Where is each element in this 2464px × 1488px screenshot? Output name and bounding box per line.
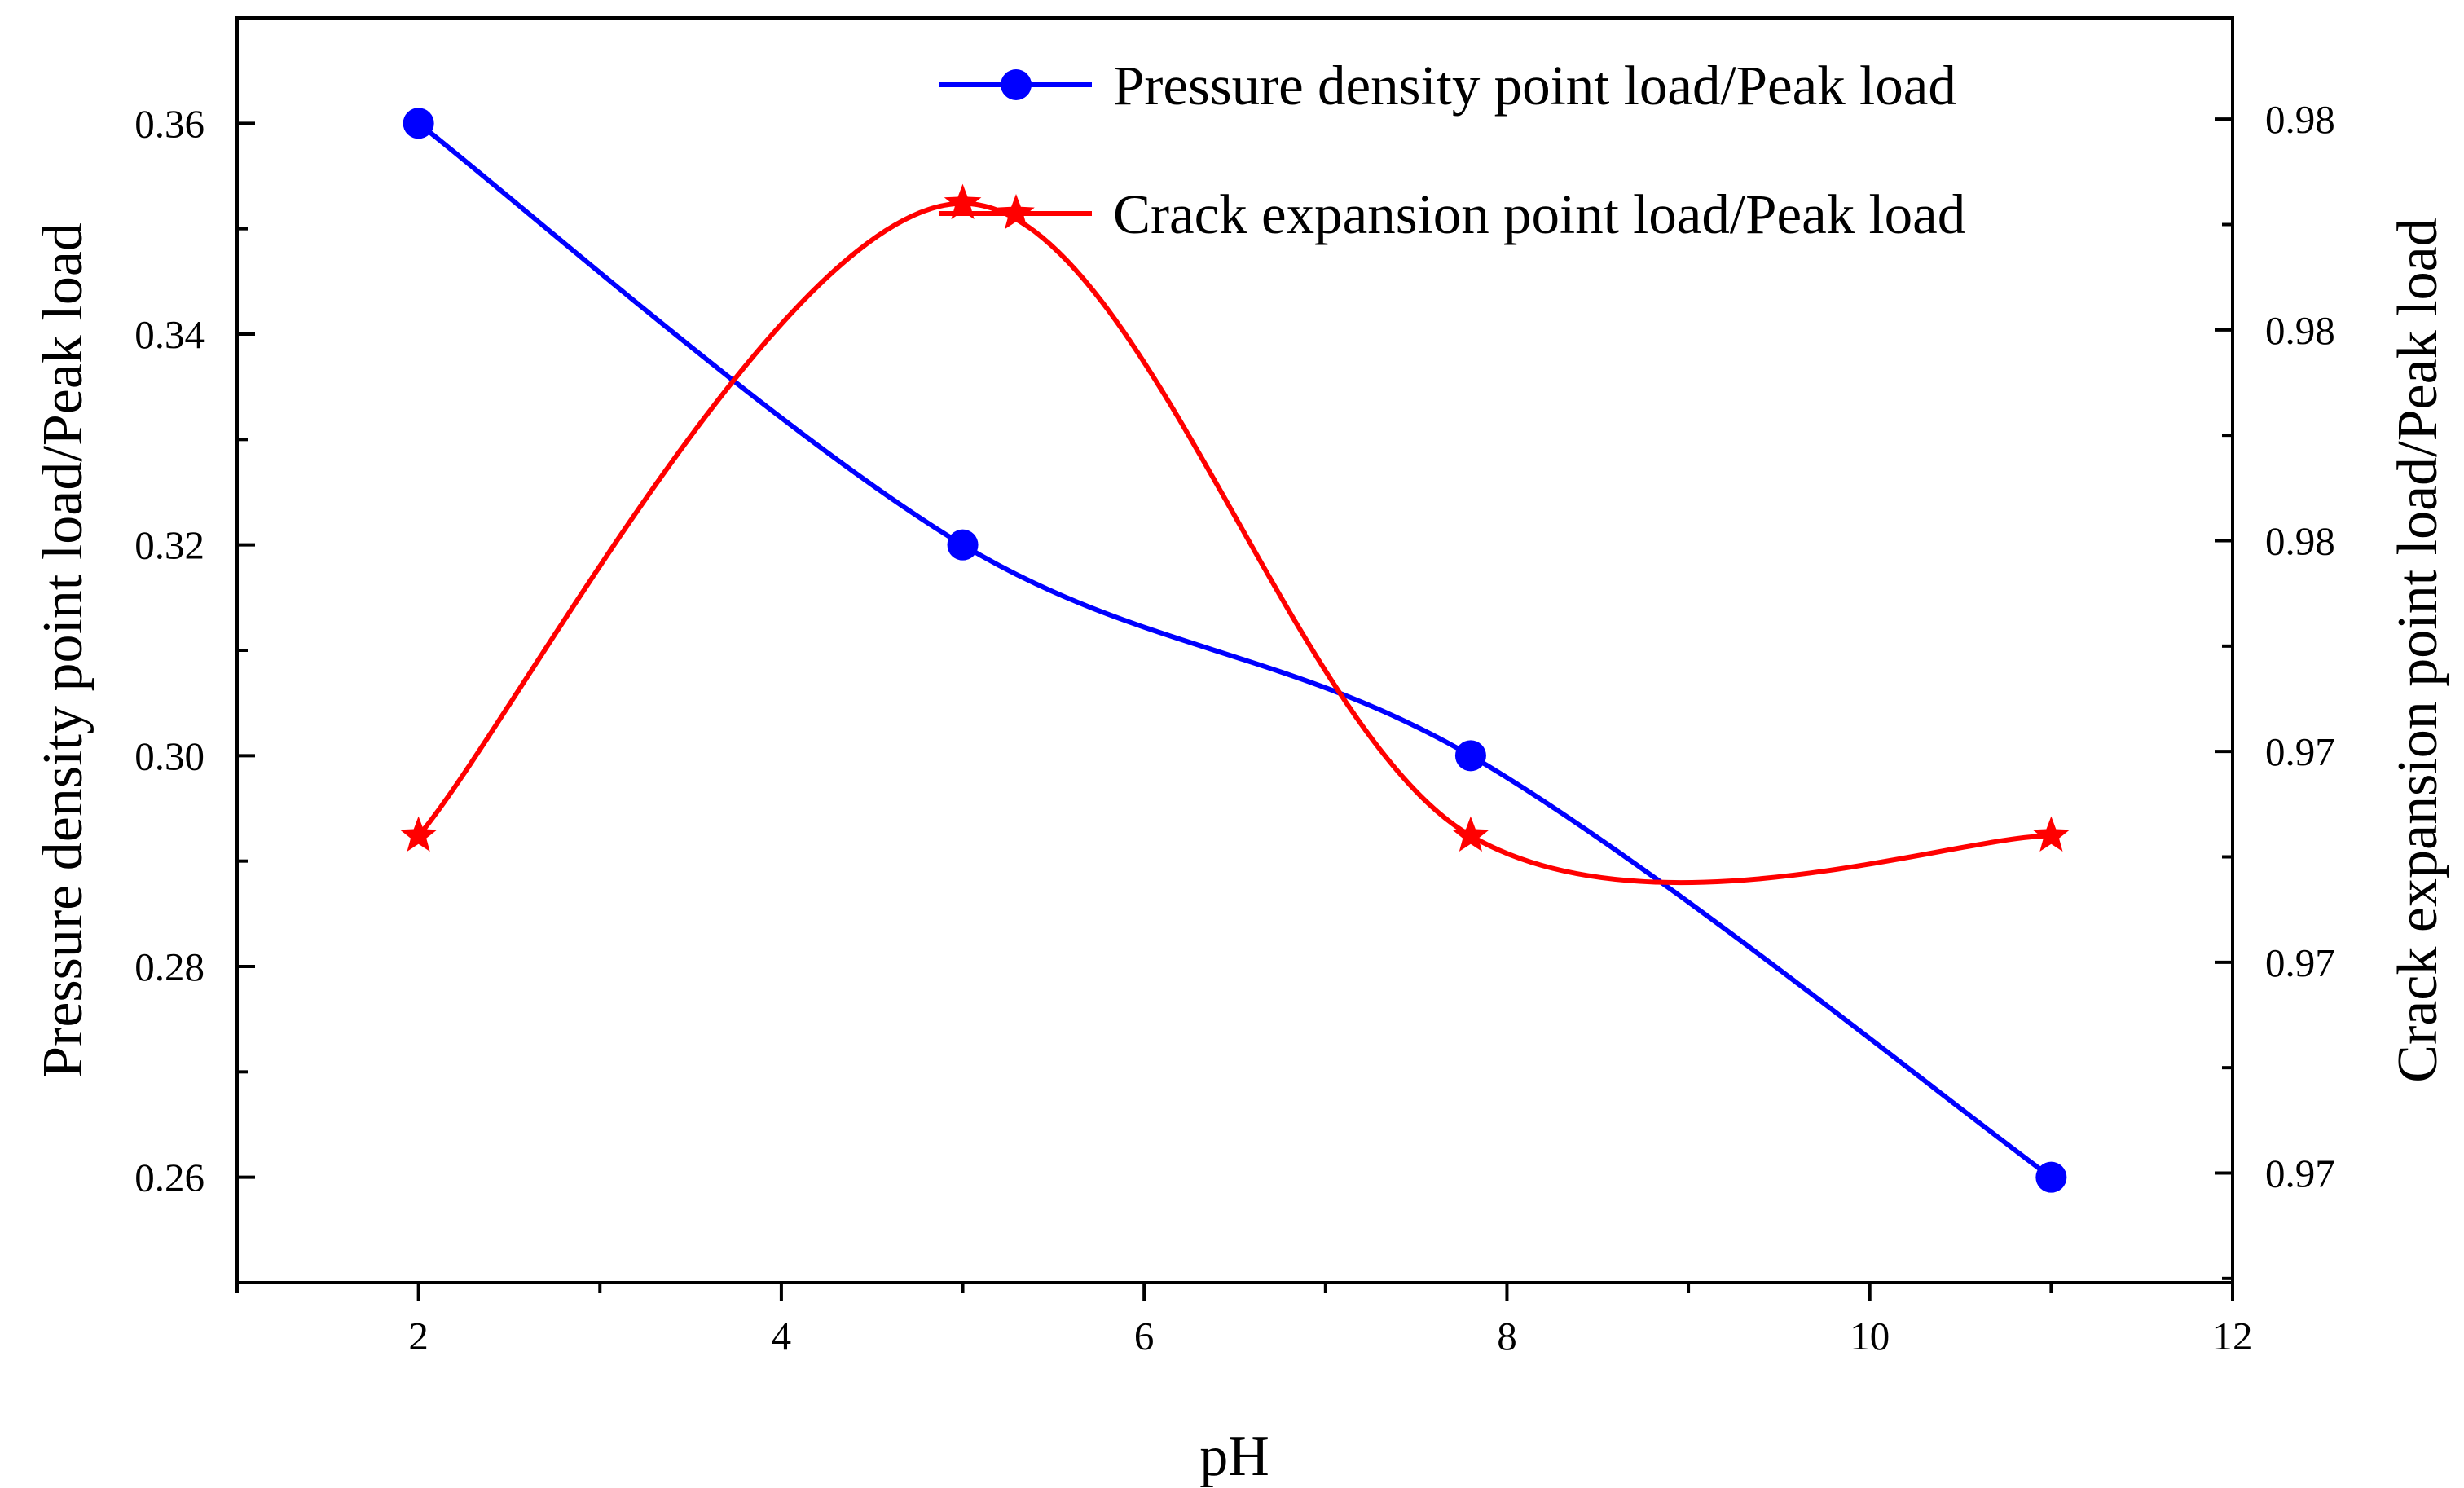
ticks-group — [235, 16, 2234, 1301]
legend-pressure-density-label: Pressure density point load/Peak load — [1113, 55, 1956, 117]
left-y-tick-label: 0.32 — [134, 523, 205, 568]
tick-labels-group: 2 4 6 8 10 12 0.26 0.28 0.30 0.32 0.34 0.36 0.97 0.97… — [134, 97, 2335, 1358]
legend-pressure-density-marker — [1001, 69, 1032, 100]
right-y-tick-label: 0.98 — [2265, 308, 2335, 353]
left-y-tick-label: 0.34 — [134, 312, 205, 357]
series-group — [399, 108, 2070, 1193]
crack-expansion-point — [2032, 816, 2070, 852]
pressure-density-line — [416, 121, 2053, 1180]
left-y-tick-label: 0.28 — [134, 944, 205, 989]
x-tick-label: 8 — [1497, 1314, 1517, 1358]
pressure-density-point — [403, 108, 434, 139]
crack-expansion-point — [1452, 816, 1489, 852]
right-y-tick-label: 0.97 — [2265, 729, 2335, 774]
x-tick-label: 10 — [1850, 1314, 1890, 1358]
left-axis-title: Pressure density point load/Peak load — [32, 222, 95, 1078]
x-tick-label: 2 — [408, 1314, 429, 1358]
legend-crack-expansion-marker — [997, 194, 1035, 230]
right-y-tick-label: 0.97 — [2265, 1151, 2335, 1195]
crack-expansion-line — [416, 200, 2052, 886]
crack-expansion-point — [399, 816, 438, 852]
legend: Pressure density point load/Peak load Cra… — [939, 55, 1965, 245]
right-y-tick-label: 0.98 — [2265, 518, 2335, 563]
right-y-tick-label: 0.97 — [2265, 940, 2335, 985]
x-tick-label: 4 — [772, 1314, 792, 1358]
left-y-tick-label: 0.30 — [134, 733, 205, 778]
x-axis-title: pH — [1199, 1425, 1269, 1488]
pressure-density-point — [947, 529, 979, 561]
left-y-tick-label: 0.36 — [134, 101, 205, 146]
pressure-density-point — [2035, 1161, 2067, 1193]
left-y-tick-label: 0.26 — [134, 1156, 205, 1200]
right-axis-title: Crack expansion point load/Peak load — [2387, 218, 2449, 1082]
x-tick-label: 12 — [2213, 1314, 2253, 1358]
x-tick-label: 6 — [1134, 1314, 1155, 1358]
pressure-density-point — [1454, 740, 1486, 772]
right-y-tick-label: 0.98 — [2265, 97, 2335, 142]
legend-crack-expansion-label: Crack expansion point load/Peak load — [1113, 183, 1965, 245]
crack-expansion-point — [944, 183, 982, 219]
